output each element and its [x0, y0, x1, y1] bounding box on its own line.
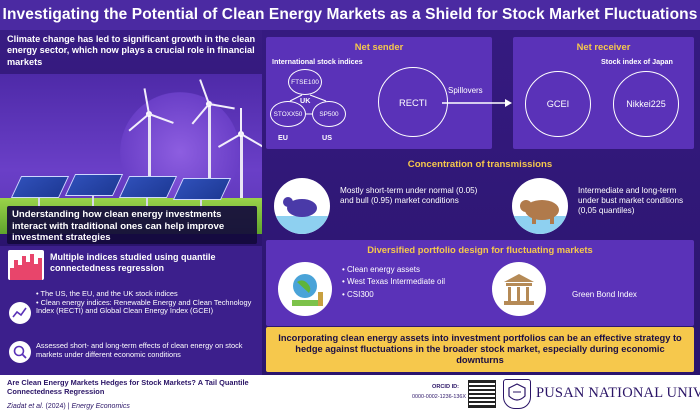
bear-market-text: Intermediate and long-term under bust ma… — [578, 186, 684, 215]
list-item: • West Texas Intermediate oil — [342, 277, 445, 287]
portfolio-items: • Clean energy assets • West Texas Inter… — [342, 264, 445, 301]
intro-text: Climate change has led to significant gr… — [7, 34, 256, 67]
orcid-label: ORCID ID: — [432, 384, 460, 390]
investment-callout: Understanding how clean energy investmen… — [7, 206, 257, 244]
stoxx-node: STOXX50 — [270, 101, 306, 127]
net-sender-box: Net sender International stock indices F… — [266, 37, 492, 149]
multiple-indices-text: Multiple indices studied using quantile … — [50, 252, 216, 273]
gcei-node: GCEI — [525, 71, 591, 137]
bull-icon — [274, 178, 330, 234]
eu-label: EU — [278, 133, 288, 142]
paper-title: Are Clean Energy Markets Hedges for Stoc… — [7, 378, 249, 396]
concentration-heading: Concentration of transmissions — [407, 159, 553, 170]
qr-code-icon[interactable] — [468, 380, 496, 408]
panel-leg — [92, 196, 94, 206]
authors: Ziadat et al. — [7, 403, 44, 410]
net-receiver-box: Net receiver Stock index of Japan GCEI N… — [513, 37, 694, 149]
bank-icon — [492, 262, 546, 316]
ftse-node: FTSE100 — [288, 69, 322, 95]
footer: Are Clean Energy Markets Hedges for Stoc… — [0, 375, 700, 413]
panel-leg — [200, 200, 202, 210]
connection-lines — [289, 94, 327, 115]
left-column: Climate change has led to significant gr… — [0, 30, 262, 375]
bull-market-text: Mostly short-term under normal (0.05) an… — [340, 186, 478, 205]
uk-label: UK — [300, 96, 311, 105]
conclusion-text: Incorporating clean energy assets into i… — [278, 332, 682, 366]
globe-money-icon — [278, 262, 332, 316]
sp-node: SP500 — [312, 101, 346, 127]
conclusion-banner: Incorporating clean energy assets into i… — [266, 327, 694, 372]
japan-index-label: Stock index of Japan — [601, 57, 673, 66]
area-chart-icon — [8, 250, 44, 280]
net-sender-heading: Net sender — [354, 41, 404, 52]
spillovers-label: Spillovers — [448, 86, 483, 95]
list-item: • Clean energy indices: Renewable Energy… — [36, 297, 252, 316]
university-logo-icon — [503, 379, 531, 409]
page-title: Investigating the Potential of Clean Ene… — [2, 6, 698, 23]
net-receiver-heading: Net receiver — [576, 41, 631, 52]
bear-icon — [512, 178, 568, 234]
us-label: US — [322, 133, 332, 142]
diversified-heading: Diversified portfolio design for fluctua… — [367, 244, 593, 255]
nikkei-node: Nikkei225 — [613, 71, 679, 137]
year: (2024) | — [43, 403, 72, 410]
panel-leg — [146, 198, 148, 208]
list-item: • CSI300 — [342, 289, 374, 299]
wind-turbine-icon — [208, 104, 211, 200]
recti-node: RECTI — [378, 67, 448, 137]
line-chart-icon — [9, 302, 31, 324]
wind-turbine-icon — [148, 114, 151, 200]
assessment-text: Assessed short- and long-term effects of… — [36, 341, 243, 359]
citation: Ziadat et al. (2024) | Energy Economics — [7, 403, 130, 410]
list-item: • Clean energy assets — [342, 265, 420, 274]
orcid-id: 0000-0002-1236-136X — [412, 394, 466, 400]
panel-leg — [38, 198, 40, 208]
list-item: • The US, the EU, and the UK stock indic… — [36, 289, 178, 298]
international-indices-label: International stock indices — [272, 57, 363, 66]
indices-list: • The US, the EU, and the UK stock indic… — [36, 289, 260, 316]
green-bond-label: Green Bond Index — [572, 290, 637, 299]
university-name: PUSAN NATIONAL UNIVERSITY — [536, 385, 700, 401]
wind-turbine-icon — [240, 134, 243, 200]
journal: Energy Economics — [71, 403, 130, 410]
title-bar: Investigating the Potential of Clean Ene… — [0, 0, 700, 30]
magnifier-icon — [9, 341, 31, 363]
diversified-portfolio-box: Diversified portfolio design for fluctua… — [266, 240, 694, 326]
methods-panel: Multiple indices studied using quantile … — [0, 246, 262, 375]
